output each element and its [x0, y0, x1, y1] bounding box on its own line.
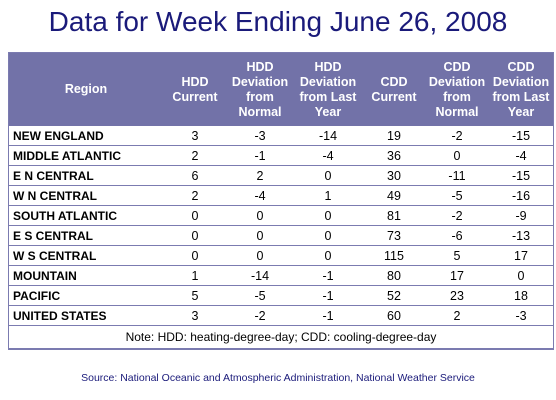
table-note: Note: HDD: heating-degree-day; CDD: cool…	[9, 325, 553, 349]
value-cell: -13	[489, 225, 553, 246]
value-cell: 115	[363, 245, 425, 266]
value-cell: 73	[363, 225, 425, 246]
value-cell: 2	[163, 185, 227, 206]
value-cell: -3	[489, 305, 553, 326]
value-cell: -2	[425, 126, 489, 146]
value-cell: 52	[363, 285, 425, 306]
value-cell: -14	[227, 265, 293, 286]
value-cell: -1	[293, 265, 363, 286]
value-cell: -15	[489, 126, 553, 146]
value-cell: 0	[425, 145, 489, 166]
value-cell: 0	[489, 265, 553, 286]
table-row: MIDDLE ATLANTIC 2 -1 -4 36 0 -4	[9, 145, 553, 166]
value-cell: 2	[227, 165, 293, 186]
region-cell: UNITED STATES	[9, 305, 163, 326]
table-row: NEW ENGLAND 3 -3 -14 19 -2 -15	[9, 126, 553, 146]
value-cell: -4	[227, 185, 293, 206]
value-cell: 2	[425, 305, 489, 326]
value-cell: -4	[293, 145, 363, 166]
value-cell: 49	[363, 185, 425, 206]
header-hdd-current: HDD Current	[163, 53, 227, 126]
value-cell: 0	[163, 245, 227, 266]
value-cell: 17	[489, 245, 553, 266]
page-title: Data for Week Ending June 26, 2008	[48, 6, 508, 37]
value-cell: 23	[425, 285, 489, 306]
value-cell: -1	[293, 285, 363, 306]
region-cell: W N CENTRAL	[9, 185, 163, 206]
value-cell: -16	[489, 185, 553, 206]
value-cell: 18	[489, 285, 553, 306]
value-cell: 0	[227, 225, 293, 246]
value-cell: -2	[425, 205, 489, 226]
value-cell: 36	[363, 145, 425, 166]
region-cell: MIDDLE ATLANTIC	[9, 145, 163, 166]
table-row: SOUTH ATLANTIC 0 0 0 81 -2 -9	[9, 205, 553, 226]
value-cell: 0	[163, 225, 227, 246]
table-body: NEW ENGLAND 3 -3 -14 19 -2 -15 MIDDLE ATLANTIC 2…	[9, 126, 553, 349]
source-credit: Source: National Oceanic and Atmospheric…	[81, 372, 475, 384]
value-cell: -5	[227, 285, 293, 306]
value-cell: 6	[163, 165, 227, 186]
region-cell: MOUNTAIN	[9, 265, 163, 286]
value-cell: -1	[293, 305, 363, 326]
value-cell: 0	[293, 245, 363, 266]
value-cell: -5	[425, 185, 489, 206]
header-region: Region	[9, 53, 163, 126]
header-hdd-dev-last-year: HDD Deviation from Last Year	[293, 53, 363, 126]
value-cell: 0	[227, 245, 293, 266]
region-cell: NEW ENGLAND	[9, 126, 163, 146]
table-row: PACIFIC 5 -5 -1 52 23 18	[9, 285, 553, 306]
region-cell: PACIFIC	[9, 285, 163, 306]
value-cell: 80	[363, 265, 425, 286]
value-cell: 0	[293, 205, 363, 226]
value-cell: 3	[163, 126, 227, 146]
value-cell: -14	[293, 126, 363, 146]
value-cell: -2	[227, 305, 293, 326]
value-cell: -1	[227, 145, 293, 166]
value-cell: 30	[363, 165, 425, 186]
value-cell: -6	[425, 225, 489, 246]
value-cell: 3	[163, 305, 227, 326]
value-cell: 60	[363, 305, 425, 326]
value-cell: -11	[425, 165, 489, 186]
value-cell: 2	[163, 145, 227, 166]
region-cell: E N CENTRAL	[9, 165, 163, 186]
value-cell: 5	[425, 245, 489, 266]
table-header-row: Region HDD Current HDD Deviation from No…	[9, 53, 553, 126]
table-row: E S CENTRAL 0 0 0 73 -6 -13	[9, 225, 553, 246]
value-cell: 0	[293, 165, 363, 186]
value-cell: 0	[293, 225, 363, 246]
table-row: W S CENTRAL 0 0 0 115 5 17	[9, 245, 553, 266]
region-cell: SOUTH ATLANTIC	[9, 205, 163, 226]
value-cell: -15	[489, 165, 553, 186]
table-row: UNITED STATES 3 -2 -1 60 2 -3	[9, 305, 553, 326]
value-cell: 5	[163, 285, 227, 306]
table-row: MOUNTAIN 1 -14 -1 80 17 0	[9, 265, 553, 286]
header-cdd-dev-last-year: CDD Deviation from Last Year	[489, 53, 553, 126]
value-cell: -9	[489, 205, 553, 226]
value-cell: 0	[163, 205, 227, 226]
value-cell: -3	[227, 126, 293, 146]
value-cell: -4	[489, 145, 553, 166]
value-cell: 19	[363, 126, 425, 146]
value-cell: 1	[163, 265, 227, 286]
header-cdd-dev-normal: CDD Deviation from Normal	[425, 53, 489, 126]
region-cell: E S CENTRAL	[9, 225, 163, 246]
value-cell: 17	[425, 265, 489, 286]
degree-day-table: Region HDD Current HDD Deviation from No…	[8, 52, 554, 350]
header-hdd-dev-normal: HDD Deviation from Normal	[227, 53, 293, 126]
value-cell: 0	[227, 205, 293, 226]
value-cell: 81	[363, 205, 425, 226]
header-cdd-current: CDD Current	[363, 53, 425, 126]
table-row: E N CENTRAL 6 2 0 30 -11 -15	[9, 165, 553, 186]
value-cell: 1	[293, 185, 363, 206]
region-cell: W S CENTRAL	[9, 245, 163, 266]
table-row: W N CENTRAL 2 -4 1 49 -5 -16	[9, 185, 553, 206]
